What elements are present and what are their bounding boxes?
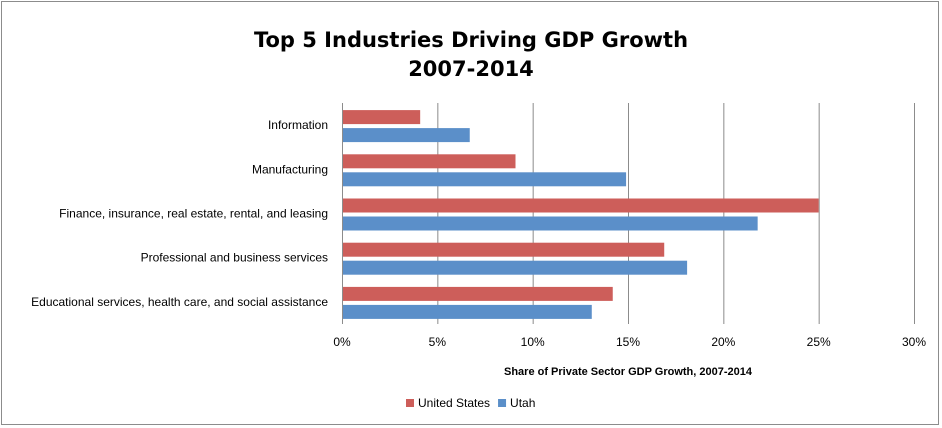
bar-united-states-2 [343, 198, 819, 213]
x-tick-label-0: 0% [333, 335, 351, 349]
bar-utah-1 [343, 172, 627, 187]
bar-united-states-0 [343, 110, 421, 125]
x-tick-label-2: 10% [521, 335, 545, 349]
category-label-1: Manufacturing [252, 162, 328, 176]
x-tick-label-5: 25% [807, 335, 831, 349]
x-tick-label-6: 30% [902, 335, 926, 349]
legend-label-0: United States [418, 396, 490, 410]
legend-label-1: Utah [510, 396, 535, 410]
chart-title-block: Top 5 Industries Driving GDP Growth 2007… [0, 26, 942, 84]
bar-utah-2 [343, 216, 758, 231]
category-label-2: Finance, insurance, real estate, rental,… [59, 207, 328, 221]
category-label-4: Educational services, health care, and s… [31, 295, 328, 309]
chart-subtitle: 2007-2014 [408, 57, 534, 81]
legend-swatch-0 [406, 399, 414, 407]
x-axis-label: Share of Private Sector GDP Growth, 2007… [504, 366, 753, 378]
bar-united-states-3 [343, 242, 665, 257]
bar-utah-0 [343, 128, 470, 143]
legend-swatch-1 [498, 399, 507, 407]
x-tick-label-4: 20% [711, 335, 735, 349]
category-label-3: Professional and business services [141, 251, 328, 265]
bar-utah-3 [343, 260, 688, 275]
x-tick-label-1: 5% [429, 335, 447, 349]
bar-united-states-4 [343, 286, 613, 301]
bar-utah-4 [343, 304, 592, 319]
x-tick-label-3: 15% [616, 335, 640, 349]
chart-title: Top 5 Industries Driving GDP Growth [253, 28, 689, 52]
bar-united-states-1 [343, 154, 516, 169]
category-label-0: Information [268, 118, 328, 132]
